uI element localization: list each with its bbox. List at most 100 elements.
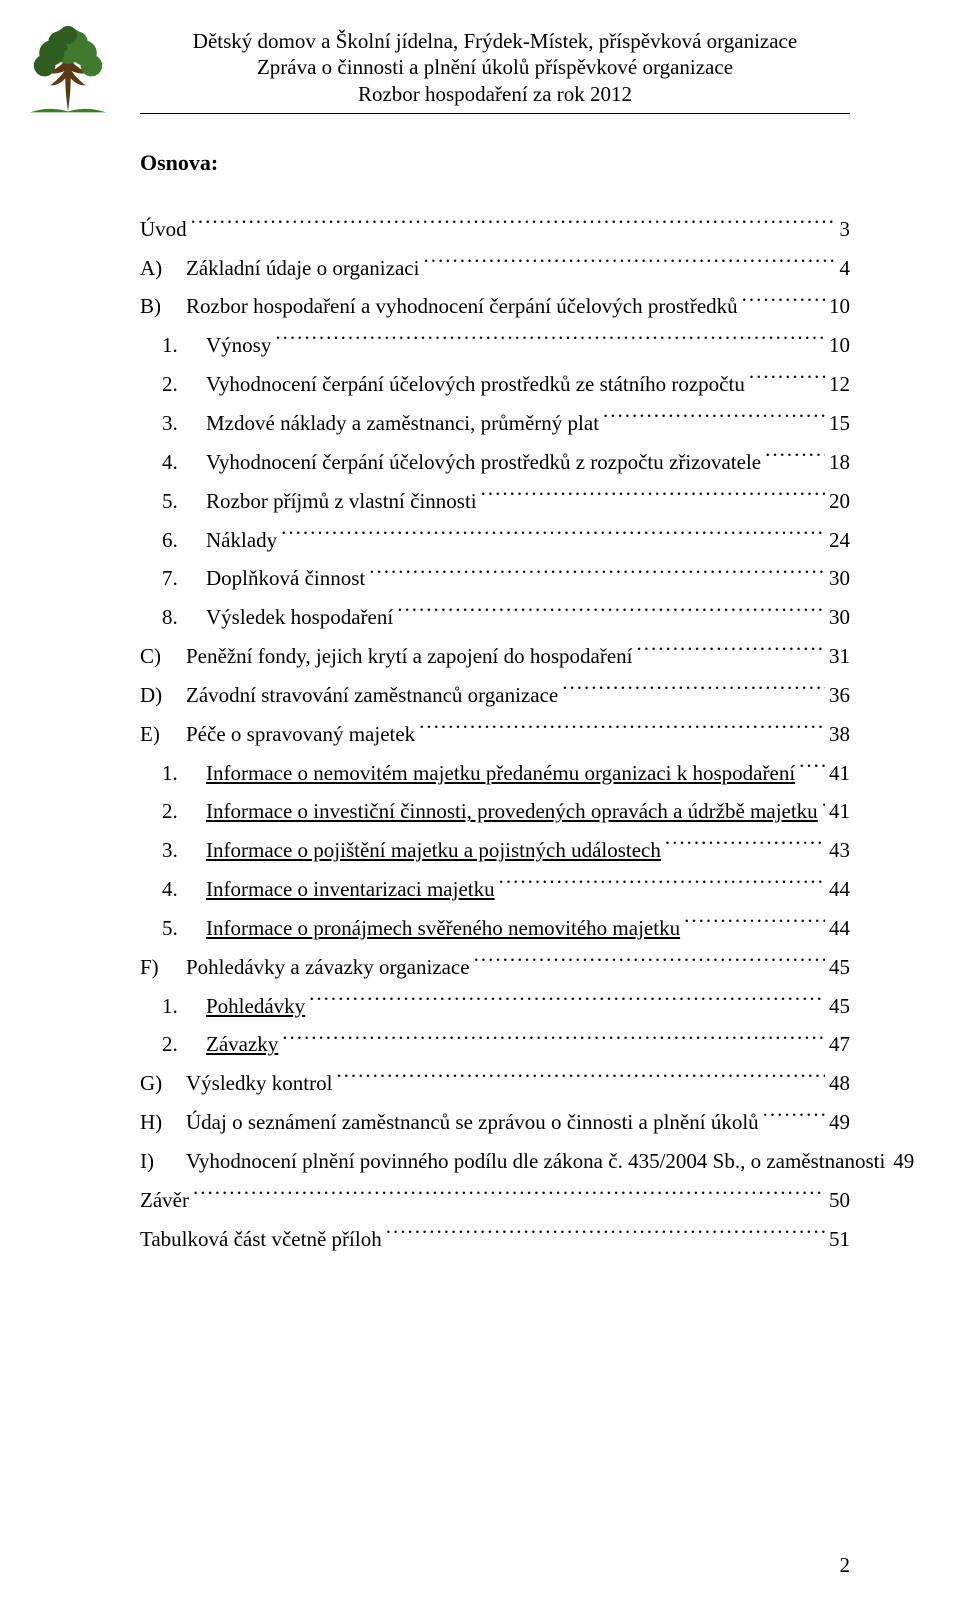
toc-entry-label: Tabulková část včetně příloh <box>140 1220 382 1259</box>
section-title-osnova: Osnova: <box>140 150 850 176</box>
toc-entry-label: 7.Doplňková činnost <box>162 559 365 598</box>
toc-entry-text: Základní údaje o organizaci <box>186 256 419 280</box>
toc-entry-marker: 1. <box>162 326 206 365</box>
page: Dětský domov a Školní jídelna, Frýdek-Mí… <box>0 0 960 1608</box>
tree-logo-icon <box>20 26 116 116</box>
toc-entry-text: Údaj o seznámení zaměstnanců se zprávou … <box>186 1110 759 1134</box>
toc-entry-marker: B) <box>140 287 186 326</box>
toc-entry-page: 4 <box>840 249 851 288</box>
toc-entry-label: 5.Rozbor příjmů z vlastní činnosti <box>162 482 477 521</box>
toc-entry-text: Úvod <box>140 217 187 241</box>
toc-row: 3.Mzdové náklady a zaměstnanci, průměrný… <box>140 404 850 443</box>
toc-entry-page: 18 <box>829 443 850 482</box>
toc-entry-page: 20 <box>829 482 850 521</box>
toc-entry-page: 50 <box>829 1181 850 1220</box>
toc-entry-page: 10 <box>829 287 850 326</box>
toc-entry-marker: 8. <box>162 598 206 637</box>
toc-leader-dots <box>742 292 825 313</box>
toc-row: E)Péče o spravovaný majetek 38 <box>140 715 850 754</box>
header-text: Dětský domov a Školní jídelna, Frýdek-Mí… <box>140 28 850 107</box>
toc-row: 8.Výsledek hospodaření30 <box>140 598 850 637</box>
toc-entry-text: Závěr <box>140 1188 189 1212</box>
toc-row: Závěr 50 <box>140 1181 850 1220</box>
toc-entry-label: A)Základní údaje o organizaci <box>140 249 419 288</box>
toc-row: 6.Náklady 24 <box>140 521 850 560</box>
toc-row: D)Závodní stravování zaměstnanců organiz… <box>140 676 850 715</box>
toc-leader-dots <box>562 681 825 702</box>
toc-entry-label: F)Pohledávky a závazky organizace <box>140 948 470 987</box>
toc-entry-label: E)Péče o spravovaný majetek <box>140 715 415 754</box>
toc-leader-dots <box>799 759 825 780</box>
toc-leader-dots <box>281 526 825 547</box>
toc-leader-dots <box>191 215 836 236</box>
toc-leader-dots <box>282 1030 825 1051</box>
toc-entry-page: 15 <box>829 404 850 443</box>
toc-row: B)Rozbor hospodaření a vyhodnocení čerpá… <box>140 287 850 326</box>
toc-entry-text: Doplňková činnost <box>206 566 365 590</box>
toc-entry-text: Vyhodnocení čerpání účelových prostředků… <box>206 372 745 396</box>
toc-entry-page: 12 <box>829 365 850 404</box>
toc-entry-marker: 2. <box>162 365 206 404</box>
toc-entry-page: 44 <box>829 870 850 909</box>
toc-row: 7.Doplňková činnost30 <box>140 559 850 598</box>
toc-entry-text: Vyhodnocení plnění povinného podílu dle … <box>186 1149 885 1173</box>
toc-entry-text: Pohledávky a závazky organizace <box>186 955 470 979</box>
toc-leader-dots <box>309 992 825 1013</box>
toc-entry-label: 6.Náklady <box>162 521 277 560</box>
toc-entry-label: 8.Výsledek hospodaření <box>162 598 393 637</box>
toc-entry-text: Výsledek hospodaření <box>206 605 393 629</box>
header-line-1: Dětský domov a Školní jídelna, Frýdek-Mí… <box>140 28 850 54</box>
toc-entry-page: 41 <box>829 792 850 831</box>
toc-entry-label: H)Údaj o seznámení zaměstnanců se zprávo… <box>140 1103 759 1142</box>
toc-row: 2.Závazky 47 <box>140 1025 850 1064</box>
toc-entry-label: Úvod <box>140 210 187 249</box>
toc-entry-page: 41 <box>829 754 850 793</box>
toc-entry-marker: E) <box>140 715 186 754</box>
toc-row: F)Pohledávky a závazky organizace45 <box>140 948 850 987</box>
toc-row: G)Výsledky kontrol48 <box>140 1064 850 1103</box>
toc-row: 4.Vyhodnocení čerpání účelových prostřed… <box>140 443 850 482</box>
toc-entry-page: 31 <box>829 637 850 676</box>
toc-entry-text: Rozbor hospodaření a vyhodnocení čerpání… <box>186 294 738 318</box>
toc-entry-text: Mzdové náklady a zaměstnanci, průměrný p… <box>206 411 599 435</box>
toc-entry-label: G)Výsledky kontrol <box>140 1064 332 1103</box>
toc-entry-label: 4.Informace o inventarizaci majetku <box>162 870 495 909</box>
toc-entry-text: Výsledky kontrol <box>186 1071 332 1095</box>
toc-row: 1.Informace o nemovitém majetku předaném… <box>140 754 850 793</box>
toc-leader-dots <box>275 331 825 352</box>
toc-entry-text: Závazky <box>206 1032 278 1056</box>
toc-leader-dots <box>193 1186 825 1207</box>
toc-leader-dots <box>822 797 825 818</box>
toc-entry-label: D)Závodní stravování zaměstnanců organiz… <box>140 676 558 715</box>
toc-leader-dots <box>684 914 825 935</box>
toc-entry-text: Tabulková část včetně příloh <box>140 1227 382 1251</box>
toc-entry-page: 38 <box>829 715 850 754</box>
toc-entry-page: 24 <box>829 521 850 560</box>
toc-row: 5.Informace o pronájmech svěřeného nemov… <box>140 909 850 948</box>
toc-entry-marker: 3. <box>162 831 206 870</box>
toc-leader-dots <box>765 448 825 469</box>
toc-entry-page: 49 <box>893 1142 914 1181</box>
toc-row: I)Vyhodnocení plnění povinného podílu dl… <box>140 1142 850 1181</box>
toc-entry-label: 3.Mzdové náklady a zaměstnanci, průměrný… <box>162 404 599 443</box>
toc-entry-marker: 2. <box>162 1025 206 1064</box>
toc-entry-label: 5.Informace o pronájmech svěřeného nemov… <box>162 909 680 948</box>
toc-entry-text: Vyhodnocení čerpání účelových prostředků… <box>206 450 761 474</box>
header-line-3: Rozbor hospodaření za rok 2012 <box>140 81 850 107</box>
toc-leader-dots <box>665 836 825 857</box>
toc-row: 4.Informace o inventarizaci majetku 44 <box>140 870 850 909</box>
toc-entry-text: Závodní stravování zaměstnanců organizac… <box>186 683 558 707</box>
toc-entry-label: C)Peněžní fondy, jejich krytí a zapojení… <box>140 637 633 676</box>
toc-entry-label: B)Rozbor hospodaření a vyhodnocení čerpá… <box>140 287 738 326</box>
toc-entry-marker: 1. <box>162 987 206 1026</box>
toc-entry-marker: 5. <box>162 909 206 948</box>
toc-row: 1.Výnosy10 <box>140 326 850 365</box>
toc-entry-page: 47 <box>829 1025 850 1064</box>
toc-entry-marker: I) <box>140 1142 186 1181</box>
toc-entry-page: 44 <box>829 909 850 948</box>
toc-leader-dots <box>419 720 825 741</box>
toc-entry-label: I)Vyhodnocení plnění povinného podílu dl… <box>140 1142 885 1181</box>
toc-entry-marker: A) <box>140 249 186 288</box>
header-line-2: Zpráva o činnosti a plnění úkolů příspěv… <box>140 54 850 80</box>
toc-row: 2.Vyhodnocení čerpání účelových prostřed… <box>140 365 850 404</box>
